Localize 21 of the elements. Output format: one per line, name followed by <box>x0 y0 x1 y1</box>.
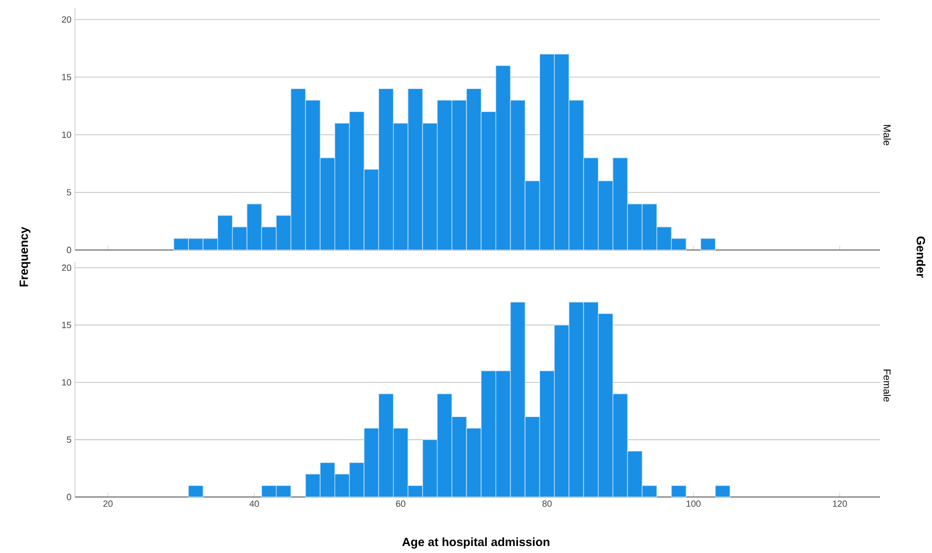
y-tick-label: 0 <box>66 494 72 500</box>
y-tick-label: 20 <box>62 16 72 23</box>
x-tick-label: 60 <box>396 500 406 507</box>
y-tick-label: 15 <box>62 74 72 80</box>
y-tick-label: 10 <box>62 132 72 138</box>
text: Female <box>884 370 891 402</box>
x-tick-label: 80 <box>542 500 552 507</box>
y-tick-label: 5 <box>66 189 72 196</box>
x-tick-label: 100 <box>686 500 701 507</box>
y2-axis-title: Gender <box>916 236 926 278</box>
x-tick-label: 40 <box>250 500 259 507</box>
y-tick-label: 20 <box>62 264 72 271</box>
y-tick-label: 0 <box>66 246 72 254</box>
y-tick-label: 5 <box>66 436 72 443</box>
y-tick-label: 15 <box>62 322 72 328</box>
y-tick-label: 10 <box>62 379 72 386</box>
x-tick-label: 20 <box>103 500 113 507</box>
x-tick-label: 120 <box>832 500 847 507</box>
x-axis-title: Age at hospital admission <box>402 537 550 549</box>
text: Male <box>884 125 891 146</box>
y-axis-title: Frequency <box>20 226 30 286</box>
